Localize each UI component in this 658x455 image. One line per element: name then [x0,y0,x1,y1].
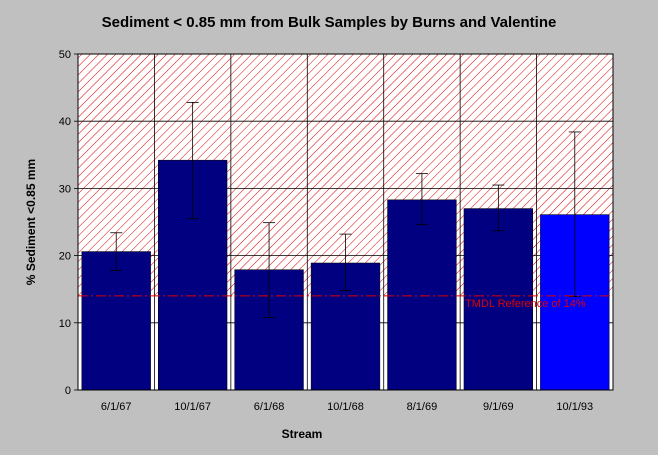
chart-title: Sediment < 0.85 mm from Bulk Samples by … [102,14,557,31]
x-tick-label: 10/1/93 [556,401,593,413]
x-tick-label: 10/1/68 [327,401,364,413]
x-tick-label: 6/1/67 [101,401,132,413]
y-tick-label: 20 [59,251,71,263]
y-tick-label: 0 [65,385,71,397]
x-tick-label: 6/1/68 [254,401,285,413]
y-tick-label: 30 [59,183,71,195]
y-tick-label: 50 [59,49,71,61]
bar [81,251,151,391]
reference-label: TMDL Reference of 14% [465,298,586,310]
y-axis-label: % Sediment <0.85 mm [24,159,38,285]
plot-border [77,53,614,391]
x-axis-label: Stream [282,427,323,441]
x-tick-label: 8/1/69 [407,401,438,413]
y-tick-label: 40 [59,116,71,128]
x-tick-label: 9/1/69 [483,401,514,413]
y-tick-label: 10 [59,318,71,330]
bar [463,208,534,391]
bar [387,199,457,391]
x-tick-label: 10/1/67 [174,401,211,413]
